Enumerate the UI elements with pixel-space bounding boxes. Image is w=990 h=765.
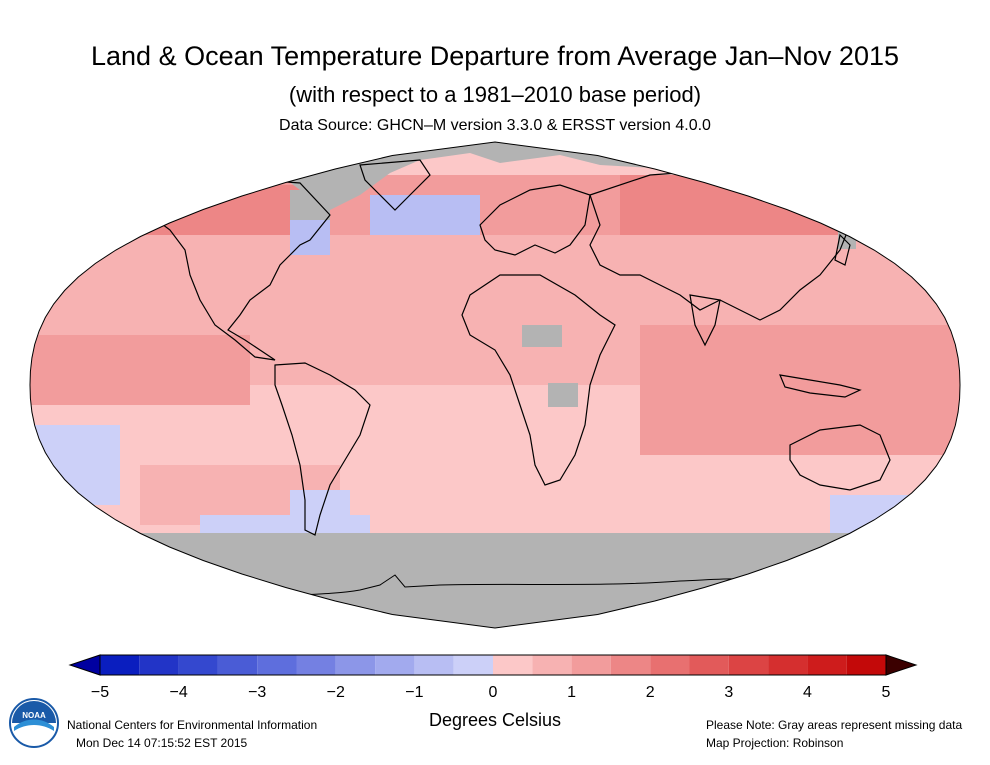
anomaly-patch (640, 325, 960, 455)
legend-swatch (375, 655, 415, 675)
legend-swatch (296, 655, 336, 675)
north-america-outline (139, 174, 331, 361)
world-map (29, 141, 961, 629)
legend-swatch (100, 655, 140, 675)
noaa-logo-text: NOAA (22, 711, 46, 720)
legend-tick-label: −1 (405, 684, 424, 701)
map-title: Land & Ocean Temperature Departure from … (91, 41, 899, 71)
legend-tick-label: 0 (488, 684, 498, 701)
missing-data-note: Please Note: Gray areas represent missin… (706, 718, 963, 732)
legend-swatch (768, 655, 808, 675)
anomaly-patch (30, 425, 120, 505)
anomaly-patch (370, 195, 480, 235)
missing-east-asia (838, 227, 856, 249)
legend-swatch (414, 655, 454, 675)
legend-tick-label: 5 (881, 684, 891, 701)
legend-swatch (217, 655, 258, 675)
globe-outline (29, 141, 961, 629)
legend-tick-label: −2 (326, 684, 345, 701)
projection-note: Map Projection: Robinson (706, 736, 844, 750)
indonesia-outline (779, 374, 862, 398)
legend-over-arrow (885, 654, 918, 676)
legend-tick-label: 1 (567, 684, 577, 701)
africa-outline (461, 274, 616, 486)
legend-tick-label: −5 (90, 684, 110, 701)
legend-swatch (728, 655, 769, 675)
legend-tick-label: −4 (169, 684, 188, 701)
anomaly-patch (620, 175, 860, 235)
legend-swatch (335, 655, 376, 675)
europe-outline (479, 184, 591, 256)
anomaly-patch (830, 495, 960, 535)
map-subtitle: (with respect to a 1981–2010 base period… (288, 82, 702, 107)
legend-swatch (257, 655, 297, 675)
japan-outline (834, 233, 851, 266)
south-america-outline (274, 362, 371, 536)
legend-units: Degrees Celsius (428, 710, 562, 730)
legend-swatch (139, 655, 179, 675)
legend-swatch (178, 655, 218, 675)
legend-swatch (453, 655, 493, 675)
legend-swatch (493, 655, 533, 675)
greenland-outline (359, 159, 431, 211)
org-name: National Centers for Environmental Infor… (67, 718, 318, 732)
noaa-logo-icon: NOAA (9, 698, 59, 748)
legend-swatch (807, 655, 847, 675)
legend-under-arrow (68, 654, 101, 676)
missing-central-africa (522, 325, 562, 347)
anomaly-patch (30, 335, 250, 405)
legend-tick-label: 2 (645, 684, 655, 701)
timestamp: Mon Dec 14 07:15:52 EST 2015 (76, 736, 248, 750)
legend-swatch (571, 655, 611, 675)
legend-tick-label: 4 (802, 684, 812, 701)
missing-east-africa (548, 383, 578, 407)
missing-greenland-sea (290, 190, 330, 220)
legend-tick-label: 3 (724, 684, 734, 701)
legend-swatch (532, 655, 572, 675)
legend-tick-label: −3 (248, 684, 267, 701)
legend-swatch (610, 655, 651, 675)
legend-swatch (846, 655, 886, 675)
data-source: Data Source: GHCN–M version 3.3.0 & ERSS… (279, 117, 711, 134)
legend-swatch (689, 655, 729, 675)
india-outline (689, 294, 721, 347)
legend-swatch (650, 655, 690, 675)
australia-outline (789, 424, 891, 491)
color-legend (68, 654, 918, 676)
